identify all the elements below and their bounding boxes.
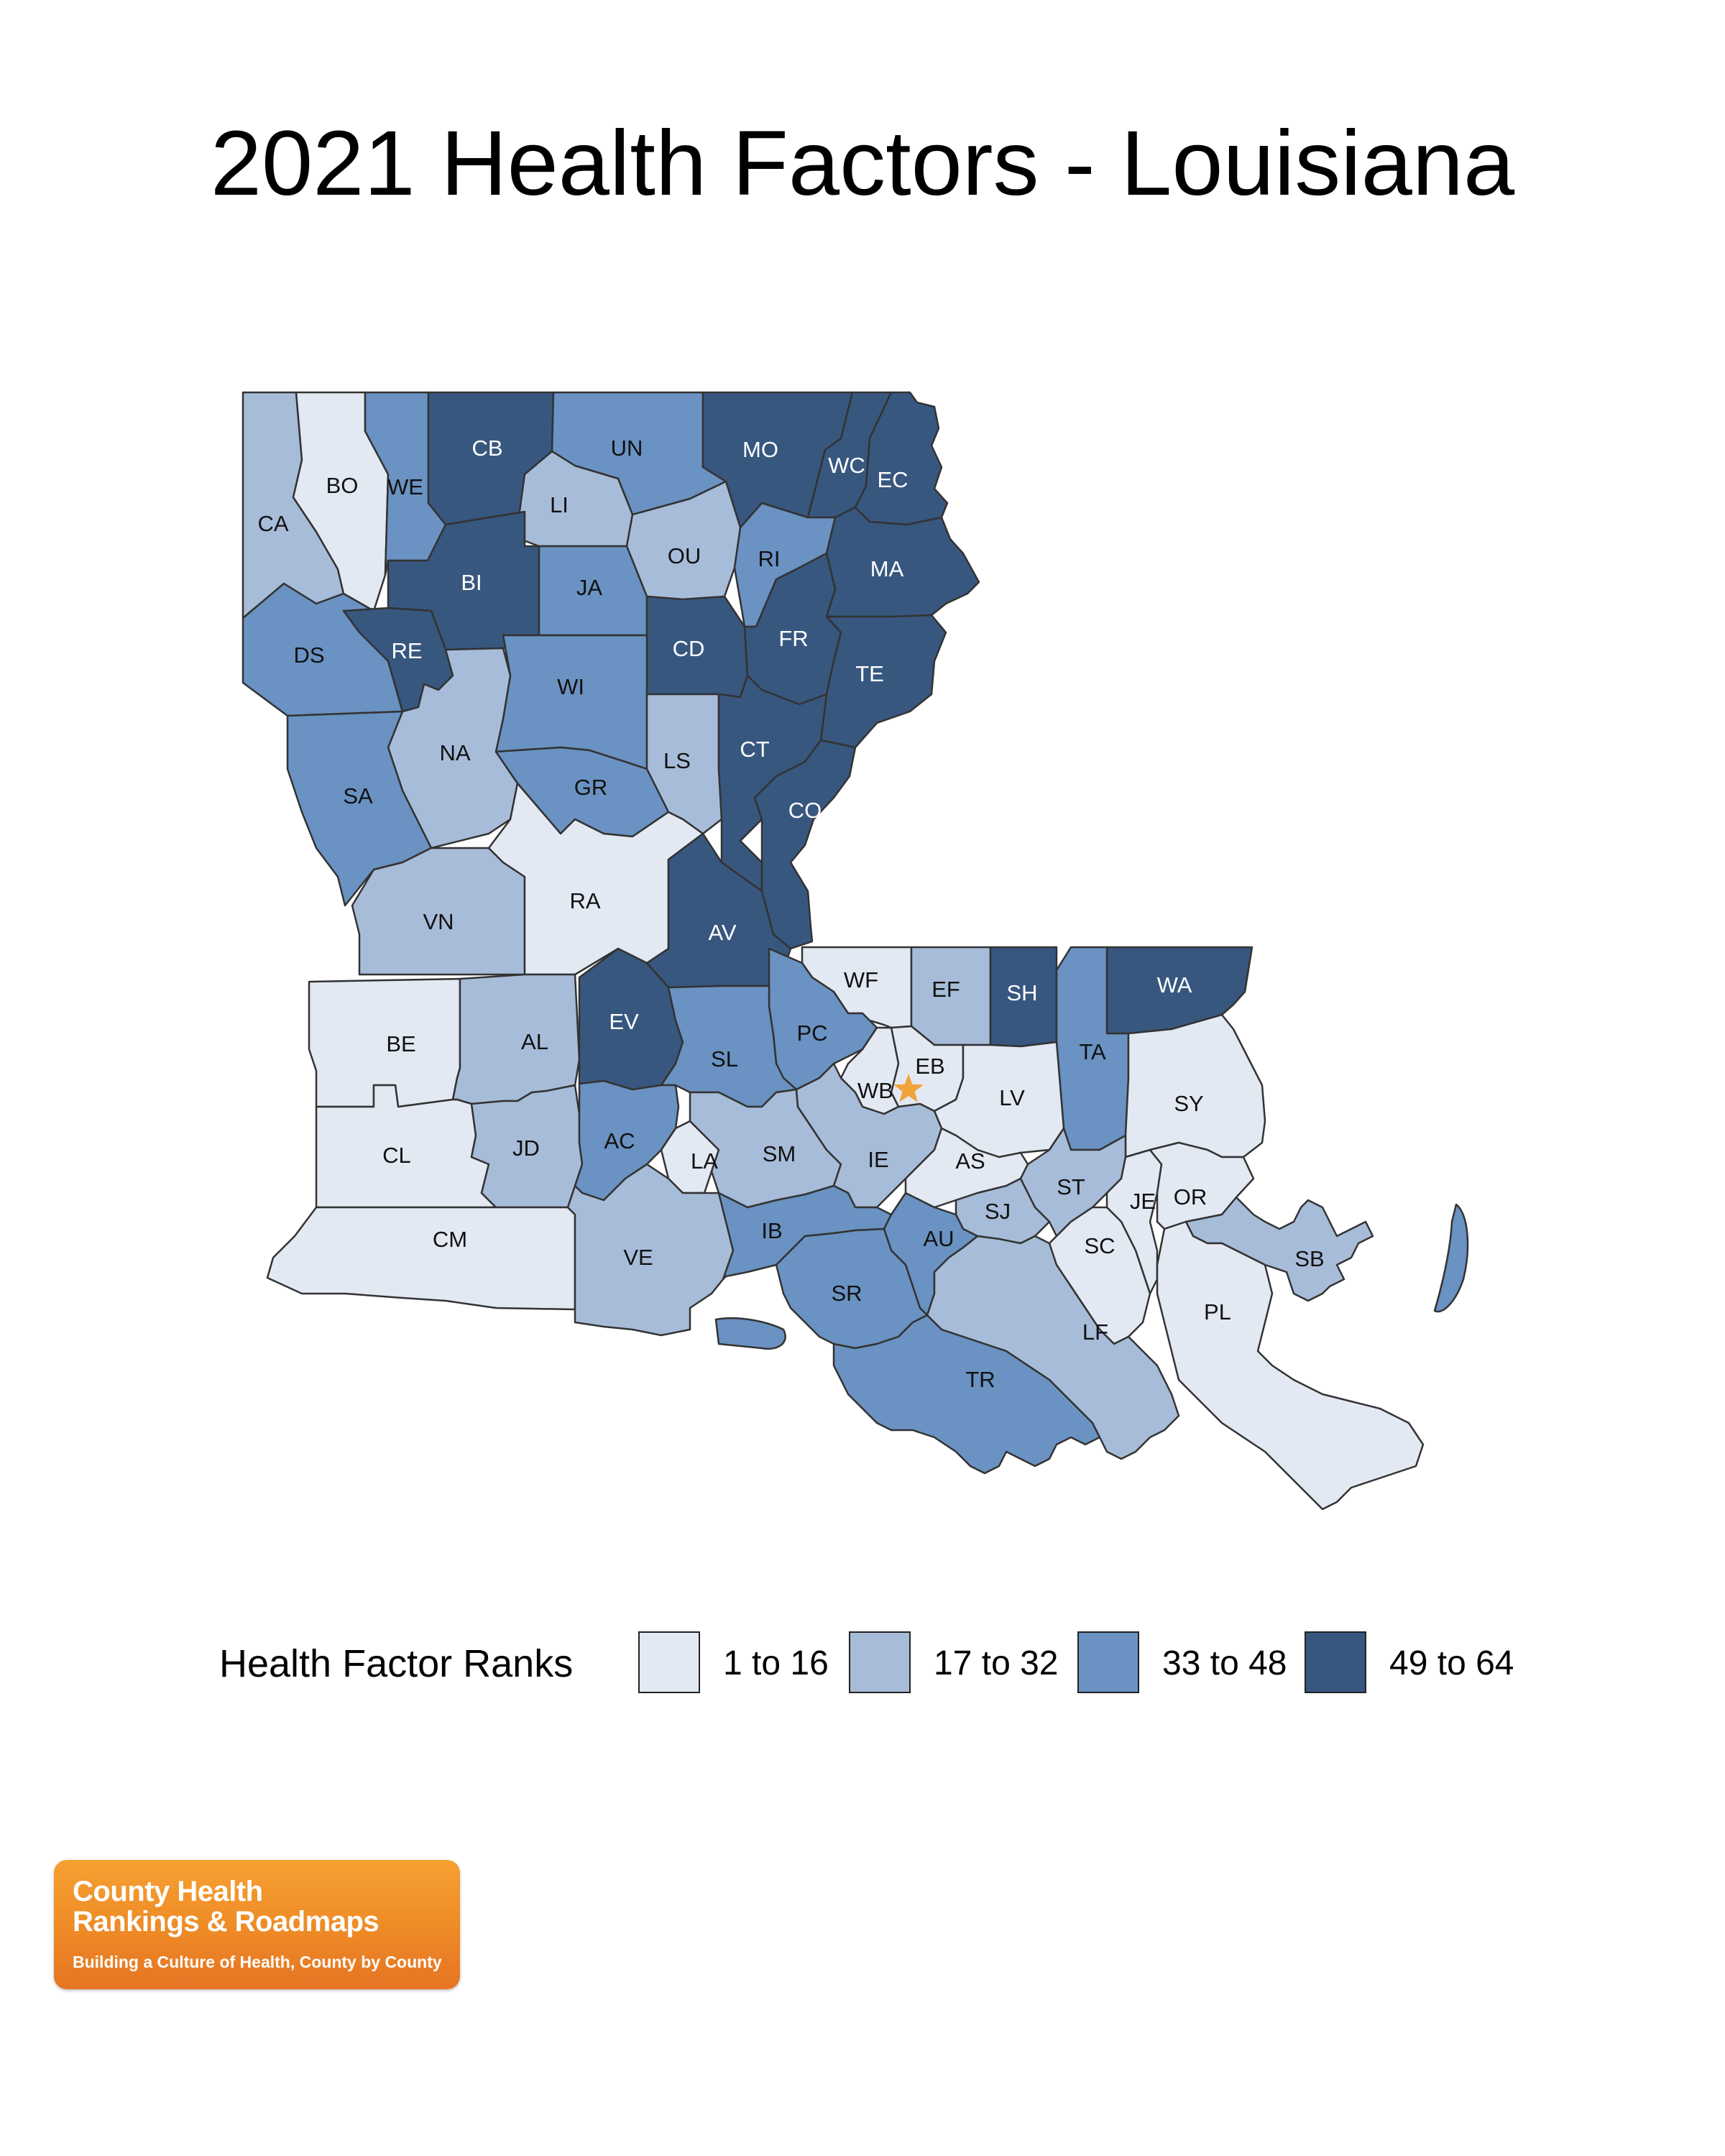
parish-label-ct: CT <box>740 737 769 762</box>
parish-label-lf: LF <box>1082 1319 1108 1345</box>
parish-label-ev: EV <box>609 1009 639 1034</box>
parish-label-ie: IE <box>868 1147 888 1172</box>
parish-label-au: AU <box>923 1226 954 1251</box>
parish-label-tr: TR <box>965 1367 995 1392</box>
parish-label-wi: WI <box>557 674 584 699</box>
parish-label-ib: IB <box>761 1218 782 1243</box>
capital-star-icon <box>893 1074 924 1102</box>
parish-label-lv: LV <box>999 1085 1025 1110</box>
parish-label-as: AS <box>955 1148 985 1174</box>
parish-label-al: AL <box>521 1029 548 1054</box>
logo-tagline: Building a Culture of Health, County by … <box>73 1953 442 1971</box>
legend-label: 17 to 32 <box>934 1644 1059 1682</box>
parish-label-vn: VN <box>423 909 454 934</box>
parish-label-bo: BO <box>326 473 359 498</box>
legend-label: 49 to 64 <box>1389 1644 1514 1682</box>
parish-label-wc: WC <box>828 453 865 478</box>
parish-label-ra: RA <box>569 888 600 913</box>
parish-label-ec: EC <box>877 467 908 492</box>
parish-label-st: ST <box>1057 1174 1085 1199</box>
parish-label-ds: DS <box>293 642 324 668</box>
parish-ma <box>825 506 980 618</box>
parish-label-co: CO <box>788 798 822 823</box>
parish-label-jd: JD <box>512 1135 540 1161</box>
parish-label-sb: SB <box>1294 1246 1324 1271</box>
parish-label-na: NA <box>439 740 470 765</box>
legend-swatch <box>638 1631 700 1693</box>
parish-label-cm: CM <box>433 1227 467 1252</box>
parish-label-ou: OU <box>668 543 702 568</box>
parish-label-gr: GR <box>574 775 608 800</box>
parish-label-we: WE <box>387 474 423 499</box>
parish-label-cd: CD <box>673 636 705 661</box>
legend-label: 33 to 48 <box>1162 1644 1287 1682</box>
parish-label-wf: WF <box>844 967 878 992</box>
parish-cm <box>266 1206 576 1311</box>
parish-label-sj: SJ <box>985 1199 1011 1224</box>
parish-al <box>451 973 581 1105</box>
parish-label-la: LA <box>691 1148 718 1174</box>
parish-te <box>819 614 947 749</box>
parish-label-un: UN <box>611 436 643 461</box>
parish-label-li: LI <box>550 492 569 517</box>
parish-label-ve: VE <box>623 1245 653 1270</box>
parish-pl <box>1156 1220 1425 1511</box>
parish-label-ja: JA <box>576 575 603 600</box>
parish-label-re: RE <box>391 638 422 663</box>
parish-tr <box>832 1314 1101 1475</box>
parish-sy <box>1124 1013 1266 1158</box>
parish-label-wb: WB <box>857 1078 893 1103</box>
parish-label-sr: SR <box>831 1281 862 1306</box>
parish-label-bi: BI <box>461 570 482 595</box>
parish-label-wa: WA <box>1157 972 1192 998</box>
parish-label-be: BE <box>386 1031 415 1056</box>
parish-label-pc: PC <box>796 1021 827 1046</box>
legend-swatch <box>1077 1631 1139 1693</box>
parish-ec <box>854 391 949 526</box>
county-health-rankings-logo: County Health Rankings & Roadmaps Buildi… <box>54 1860 460 1989</box>
parish-label-cb: CB <box>472 436 502 461</box>
parish-label-cl: CL <box>382 1143 411 1168</box>
map-title: 2021 Health Factors - Louisiana <box>210 112 1515 215</box>
parish-label-ef: EF <box>932 977 960 1002</box>
logo-line-1: County Health <box>73 1876 263 1907</box>
marsh-island <box>714 1317 786 1350</box>
parish-label-ri: RI <box>758 546 781 571</box>
label-layer: CA BO WE CB UN MO WC EC LI OU RI MA BI JA DS RE CD FR TE WI… <box>257 436 1324 1392</box>
legend-title: Health Factor Ranks <box>219 1642 574 1685</box>
parish-label-sa: SA <box>343 783 373 808</box>
logo-line-2: Rankings & Roadmaps <box>73 1906 380 1938</box>
chandeleur-island <box>1433 1203 1469 1313</box>
parish-label-mo: MO <box>742 437 778 462</box>
parish-label-ma: MA <box>870 556 904 581</box>
parish-label-ca: CA <box>257 511 288 536</box>
parish-layer <box>242 391 1469 1511</box>
parish-label-av: AV <box>708 920 736 945</box>
capital-star-layer <box>893 1074 924 1102</box>
legend-label: 1 to 16 <box>723 1644 829 1682</box>
parish-label-ls: LS <box>663 748 691 773</box>
parish-label-sm: SM <box>763 1141 796 1166</box>
parish-label-te: TE <box>855 661 884 686</box>
parish-label-fr: FR <box>778 626 808 651</box>
legend-swatch <box>1305 1631 1366 1693</box>
legend-swatch <box>849 1631 911 1693</box>
parish-label-sy: SY <box>1174 1091 1203 1116</box>
parish-label-pl: PL <box>1204 1299 1231 1325</box>
parish-label-sl: SL <box>711 1046 738 1072</box>
legend: Health Factor Ranks 1 to 16 17 to 32 33 … <box>219 1631 1542 1696</box>
parish-label-ta: TA <box>1079 1039 1106 1064</box>
parish-label-or: OR <box>1174 1184 1208 1210</box>
parish-label-sh: SH <box>1006 980 1037 1005</box>
parish-label-je: JE <box>1130 1189 1156 1214</box>
parish-label-sc: SC <box>1084 1233 1115 1258</box>
parish-label-ac: AC <box>604 1128 635 1153</box>
parish-label-eb: EB <box>915 1054 944 1079</box>
